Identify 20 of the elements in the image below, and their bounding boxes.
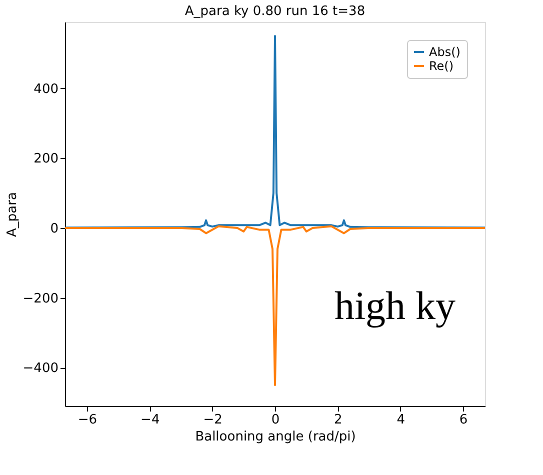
x-tick-label: −2 bbox=[203, 412, 222, 428]
x-tick-label: 2 bbox=[334, 412, 342, 428]
annotation: high ky bbox=[334, 283, 456, 328]
y-tick-label: −200 bbox=[22, 291, 58, 306]
line-series bbox=[64, 225, 486, 386]
legend-label: Re() bbox=[429, 59, 454, 73]
line-series bbox=[64, 34, 486, 229]
chart-title: A_para ky 0.80 run 16 t=38 bbox=[184, 4, 366, 19]
y-tick-label: 200 bbox=[34, 152, 58, 167]
x-tick-label: −4 bbox=[140, 412, 160, 428]
x-axis-title: Ballooning angle (rad/pi) bbox=[195, 430, 356, 444]
y-tick-label: −400 bbox=[22, 361, 58, 376]
y-axis-title: A_para bbox=[4, 192, 20, 237]
x-tick-label: −6 bbox=[78, 412, 98, 428]
y-tick-label: 0 bbox=[50, 221, 58, 236]
y-tick-label: 400 bbox=[34, 82, 58, 97]
x-tick-label: 0 bbox=[271, 412, 280, 428]
legend-label: Abs() bbox=[429, 45, 460, 59]
x-tick-label: 4 bbox=[396, 412, 406, 428]
x-tick-label: 6 bbox=[459, 412, 468, 428]
